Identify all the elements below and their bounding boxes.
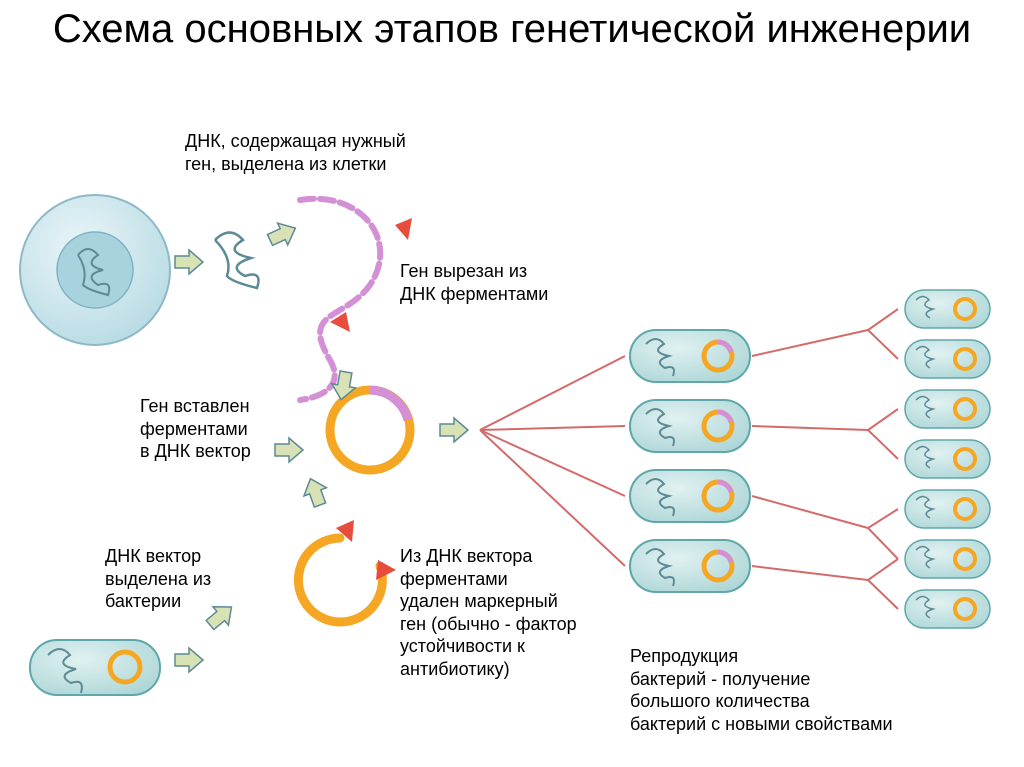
dna-strand-icon xyxy=(300,199,412,400)
flow-arrow-icon xyxy=(175,250,203,274)
bacterium-small xyxy=(905,540,990,578)
bacteria-middle-group xyxy=(630,330,750,592)
split-brackets-right xyxy=(868,309,898,609)
label-marker-removed: Из ДНК вектора ферментами удален маркерн… xyxy=(400,545,577,680)
isolated-dna-icon xyxy=(215,233,259,289)
bacterium-small xyxy=(905,590,990,628)
split-lines-left xyxy=(480,356,625,566)
recombinant-plasmid-icon xyxy=(330,390,410,470)
flow-arrow-icon xyxy=(440,418,468,442)
label-reproduction: Репродукция бактерий - получение большог… xyxy=(630,645,893,735)
flow-arrow-icon xyxy=(275,438,303,462)
bacterium-mid xyxy=(630,400,750,452)
eukaryotic-cell xyxy=(20,195,170,345)
flow-arrow-icon xyxy=(265,217,301,251)
bacterium-small xyxy=(905,290,990,328)
open-plasmid-icon xyxy=(298,520,396,622)
source-bacterium-icon xyxy=(30,640,160,695)
bacterium-small xyxy=(905,490,990,528)
label-dna-isolated: ДНК, содержащая нужный ген, выделена из … xyxy=(185,130,406,175)
bacterium-mid xyxy=(630,540,750,592)
bacterium-mid xyxy=(630,470,750,522)
diagram-canvas: Схема основных этапов генетической инжен… xyxy=(0,0,1024,767)
flow-arrow-icon xyxy=(299,475,331,510)
bacterium-small xyxy=(905,440,990,478)
label-gene-cut: Ген вырезан из ДНК ферментами xyxy=(400,260,548,305)
bacterium-mid xyxy=(630,330,750,382)
mid-to-bracket-links xyxy=(752,330,868,580)
label-vector-isolated: ДНК вектор выделена из бактерии xyxy=(105,545,211,613)
label-gene-inserted: Ген вставлен ферментами в ДНК вектор xyxy=(140,395,251,463)
bacteria-right-group xyxy=(905,290,990,628)
bacterium-small xyxy=(905,340,990,378)
flow-arrow-icon xyxy=(175,648,203,672)
bacterium-small xyxy=(905,390,990,428)
